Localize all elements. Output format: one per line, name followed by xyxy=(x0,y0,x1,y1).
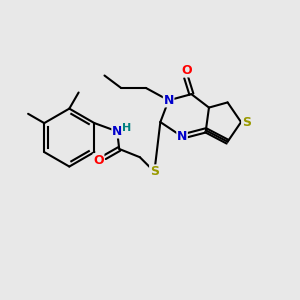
Text: H: H xyxy=(122,123,131,133)
Text: N: N xyxy=(112,125,122,138)
Text: S: S xyxy=(150,165,159,178)
Text: N: N xyxy=(177,130,187,143)
Text: O: O xyxy=(93,154,104,167)
Text: O: O xyxy=(181,64,191,77)
Text: S: S xyxy=(242,116,251,129)
Text: S: S xyxy=(150,165,159,178)
Text: N: N xyxy=(164,94,174,107)
